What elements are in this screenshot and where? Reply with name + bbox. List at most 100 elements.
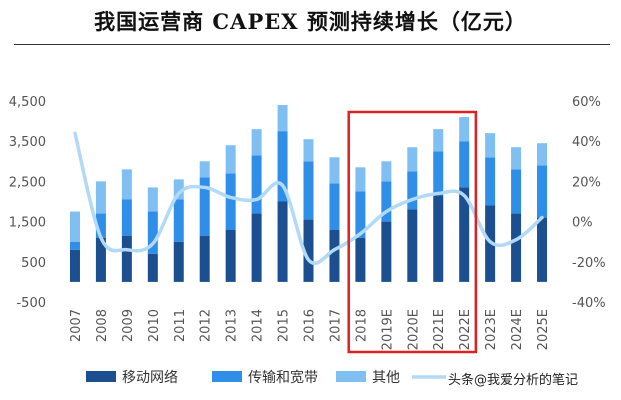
bar-segment — [511, 147, 522, 170]
left-tick-label: -500 — [16, 296, 46, 311]
x-tick-label: 2021E — [432, 309, 447, 350]
bar-segment — [433, 151, 444, 196]
right-tick-label: 40% — [572, 135, 601, 150]
legend: 移动网络 传输和宽带 其他 — [86, 369, 446, 386]
x-axis-labels: 2007 2008 2009 2010 2011 2012 2013 2014 2015 2016… — [69, 309, 551, 350]
bar-segment — [537, 143, 548, 166]
x-tick-label: 2022E — [458, 309, 473, 350]
bar-segment — [407, 147, 418, 172]
bar-segment — [225, 145, 236, 174]
bar-segment — [329, 183, 340, 230]
x-tick-label: 2007 — [69, 309, 84, 342]
right-axis-ticks: -40% -20% 0% 20% 40% 60% — [572, 95, 606, 311]
x-tick-label: 2020E — [406, 309, 421, 350]
bar-segment — [537, 217, 548, 282]
legend-swatch — [86, 371, 116, 382]
bar-segment — [121, 169, 132, 200]
bar-segment — [511, 213, 522, 282]
bar-segment — [485, 133, 496, 158]
bar-segment — [277, 105, 288, 132]
x-tick-label: 2024E — [510, 309, 525, 350]
bar-segment — [95, 237, 106, 282]
bar-segment — [329, 157, 340, 184]
watermark: 头条@我爱分析的笔记 — [448, 372, 578, 388]
bar-series — [69, 105, 548, 282]
x-tick-label: 2017 — [328, 309, 343, 342]
right-tick-label: 60% — [572, 95, 601, 110]
bar-segment — [485, 157, 496, 206]
bar-segment — [407, 209, 418, 282]
left-tick-label: 500 — [21, 256, 46, 271]
chart-title: 我国运营商 CAPEX 预测持续增长（亿元） — [94, 9, 527, 34]
bar-segment — [381, 221, 392, 282]
x-tick-label: 2015 — [277, 309, 292, 342]
bar-segment — [95, 181, 106, 214]
bar-segment — [277, 131, 288, 202]
bar-segment — [251, 155, 262, 214]
x-tick-label: 2008 — [95, 309, 110, 342]
title-underline — [14, 44, 610, 45]
left-tick-label: 4,500 — [9, 95, 46, 110]
growth-line — [73, 131, 544, 266]
x-tick-label: 2012 — [199, 309, 214, 342]
right-tick-label: 0% — [572, 216, 593, 231]
bar-segment — [69, 249, 80, 282]
highlight-box — [347, 110, 478, 354]
bar-segment — [433, 129, 444, 152]
bar-segment — [251, 213, 262, 282]
bar-segment — [355, 167, 366, 192]
bar-segment — [173, 241, 184, 282]
bar-segment — [537, 165, 548, 218]
bar-segment — [95, 213, 106, 238]
legend-swatch — [336, 371, 366, 382]
bar-segment — [69, 241, 80, 250]
legend-swatch — [212, 371, 242, 382]
bar-segment — [121, 235, 132, 282]
right-tick-label: -40% — [572, 296, 606, 311]
bar-segment — [121, 199, 132, 236]
bar-segment — [407, 171, 418, 210]
left-tick-label: 3,500 — [9, 135, 46, 150]
bar-segment — [199, 161, 210, 178]
bar-segment — [173, 179, 184, 200]
bar-segment — [355, 237, 366, 282]
bar-segment — [511, 169, 522, 214]
x-tick-label: 2023E — [484, 309, 499, 350]
legend-label: 传输和宽带 — [248, 369, 318, 386]
bar-segment — [147, 211, 158, 254]
bar-segment — [433, 195, 444, 282]
x-tick-label: 2011 — [173, 309, 188, 342]
bar-segment — [381, 181, 392, 222]
bar-segment — [459, 117, 470, 142]
bar-segment — [459, 187, 470, 282]
bar-segment — [173, 199, 184, 242]
x-tick-label: 2014 — [251, 309, 266, 342]
bar-segment — [147, 187, 158, 212]
legend-label: 移动网络 — [122, 370, 178, 386]
forecast-highlight — [347, 110, 478, 354]
bar-segment — [225, 229, 236, 282]
x-tick-label: 2009 — [121, 309, 136, 342]
left-tick-label: 2,500 — [9, 175, 46, 190]
x-tick-label: 2013 — [225, 309, 240, 342]
bar-segment — [459, 141, 470, 188]
left-axis-ticks: -500 500 1,500 2,500 3,500 4,500 — [9, 95, 46, 311]
legend-label: 其他 — [372, 370, 400, 386]
x-tick-label: 2018 — [354, 309, 369, 342]
bar-segment — [381, 161, 392, 182]
x-tick-label: 2010 — [147, 309, 162, 342]
right-tick-label: -20% — [572, 256, 606, 271]
left-tick-label: 1,500 — [9, 216, 46, 231]
growth-line-path — [73, 131, 544, 266]
bar-segment — [303, 161, 314, 220]
bar-segment — [69, 211, 80, 242]
bar-segment — [355, 191, 366, 238]
bar-segment — [303, 219, 314, 282]
bar-segment — [303, 139, 314, 162]
right-tick-label: 20% — [572, 175, 601, 190]
bar-segment — [277, 201, 288, 282]
x-tick-label: 2025E — [536, 309, 551, 350]
x-tick-label: 2016 — [303, 309, 318, 342]
bar-segment — [329, 229, 340, 282]
